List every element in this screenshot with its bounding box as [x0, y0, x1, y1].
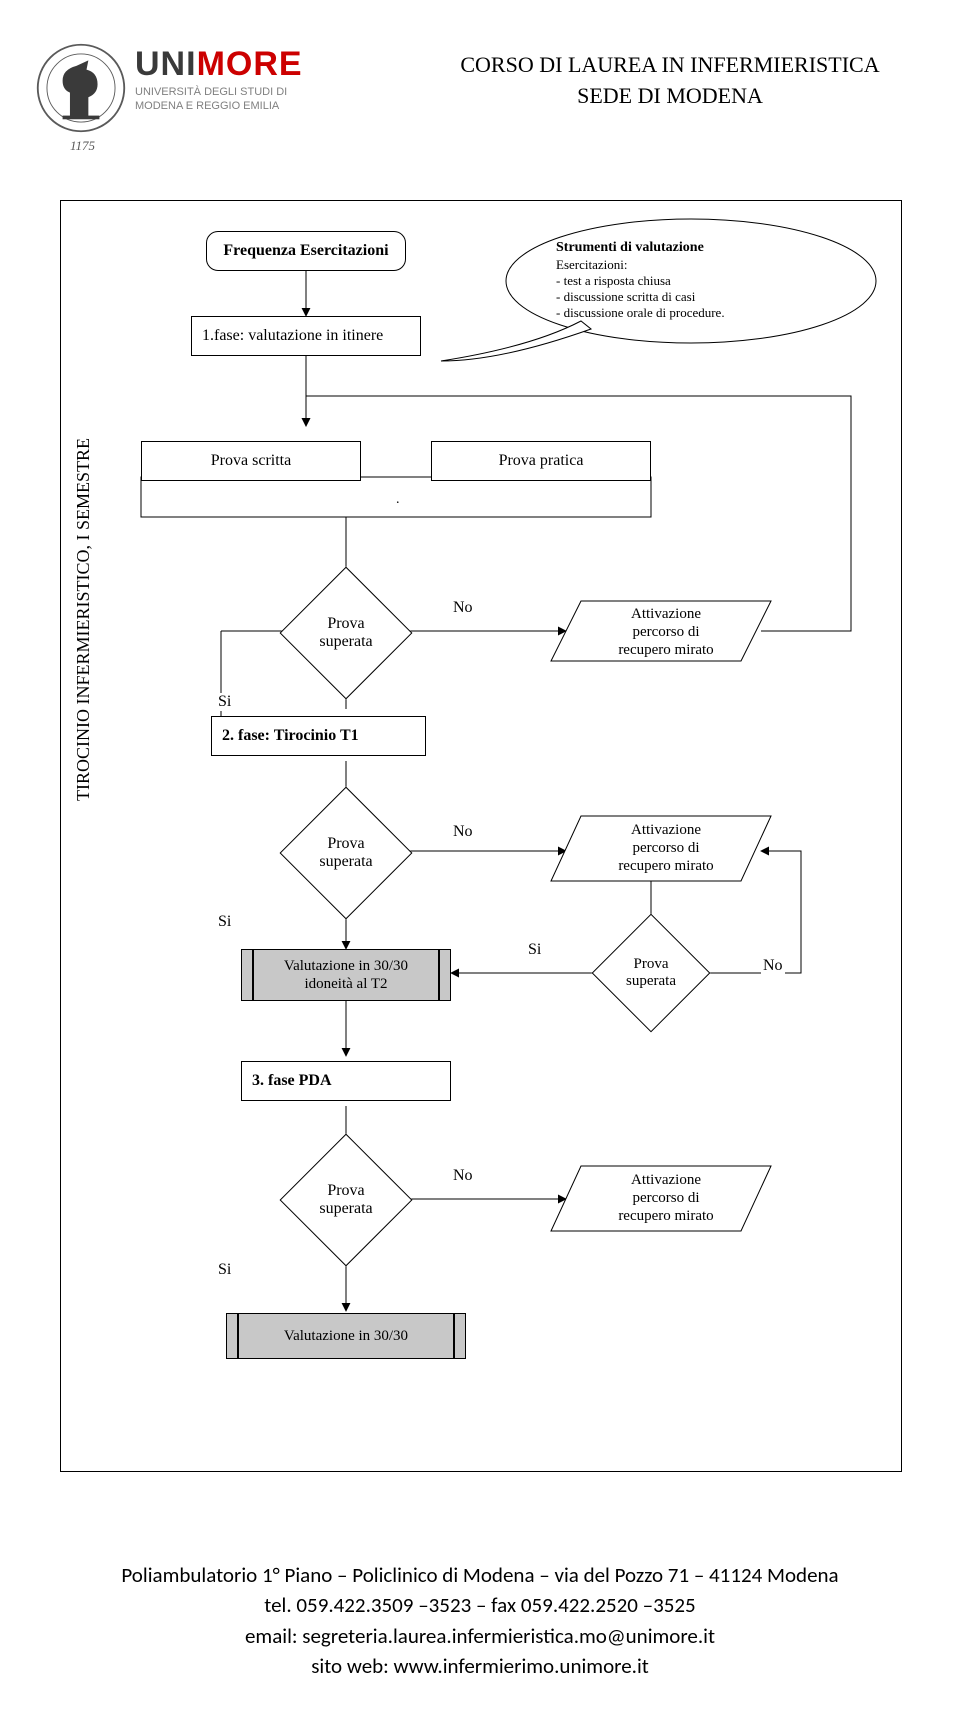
- decision-3: Prova superata: [609, 931, 693, 1015]
- decision-4-text: Prova superata: [319, 1182, 372, 1219]
- node-frequenza: Frequenza Esercitazioni: [206, 231, 406, 271]
- edge-si-3: Si: [526, 941, 543, 959]
- attivazione-2: Attivazione percorso di recupero mirato: [586, 821, 746, 875]
- title-line-2: SEDE DI MODENA: [577, 83, 763, 108]
- page-footer: Poliambulatorio 1° Piano – Policlinico d…: [0, 1560, 960, 1682]
- footer-l4: sito web: www.infermierimo.unimore.it: [0, 1651, 960, 1681]
- prova-pratica-text: Prova pratica: [499, 452, 584, 470]
- page-header: 1175 UNIMORE UNIVERSITÀ DEGLI STUDI DI M…: [0, 20, 960, 180]
- node-frequenza-text: Frequenza Esercitazioni: [223, 242, 388, 260]
- node-strumenti: Strumenti di valutazione Esercitazioni: …: [556, 239, 826, 322]
- fase3-text: 3. fase PDA: [252, 1072, 332, 1090]
- logo-text: UNIMORE: [135, 45, 303, 84]
- edge-si-4: Si: [216, 1261, 233, 1279]
- edge-no-4: No: [451, 1167, 475, 1185]
- edge-no-2: No: [451, 823, 475, 841]
- node-valut-30: Valutazione in 30/30: [226, 1313, 466, 1359]
- node-prova-scritta: Prova scritta: [141, 441, 361, 481]
- logo-uni: UNI: [135, 45, 197, 83]
- strumenti-title: Strumenti di valutazione: [556, 239, 826, 257]
- edge-si-1: Si: [216, 693, 233, 711]
- decision-1: Prova superata: [299, 586, 393, 680]
- svg-text:.: .: [396, 492, 400, 507]
- node-fase2: 2. fase: Tirocinio T1: [211, 716, 426, 756]
- decision-1-text: Prova superata: [319, 615, 372, 652]
- fase1-text: 1.fase: valutazione in itinere: [202, 327, 383, 345]
- node-prova-pratica: Prova pratica: [431, 441, 651, 481]
- prova-scritta-text: Prova scritta: [211, 452, 291, 470]
- university-seal-icon: [35, 42, 127, 134]
- page-title: CORSO DI LAUREA IN INFERMIERISTICA SEDE …: [440, 50, 900, 112]
- flow-arrows: .: [61, 201, 901, 1471]
- fase2-text: 2. fase: Tirocinio T1: [222, 727, 359, 745]
- attivazione-3: Attivazione percorso di recupero mirato: [586, 1171, 746, 1225]
- footer-l3: email: segreteria.laurea.infermieristica…: [0, 1621, 960, 1651]
- attivazione-1: Attivazione percorso di recupero mirato: [586, 605, 746, 659]
- decision-2-text: Prova superata: [319, 835, 372, 872]
- decision-2: Prova superata: [299, 806, 393, 900]
- footer-l2: tel. 059.422.3509 –3523 – fax 059.422.25…: [0, 1590, 960, 1620]
- logo-block: UNIMORE UNIVERSITÀ DEGLI STUDI DI MODENA…: [135, 45, 303, 114]
- logo-subtitle: UNIVERSITÀ DEGLI STUDI DI MODENA E REGGI…: [135, 86, 303, 114]
- edge-si-2: Si: [216, 913, 233, 931]
- flowchart-frame: TIROCINIO INFERMIERISTICO, I SEMESTRE: [60, 200, 902, 1472]
- node-valut-t2: Valutazione in 30/30 idoneità al T2: [241, 949, 451, 1001]
- logo-sub-1: UNIVERSITÀ DEGLI STUDI DI: [135, 86, 287, 98]
- strumenti-body: Esercitazioni: - test a risposta chiusa …: [556, 257, 826, 322]
- seal-year: 1175: [70, 138, 95, 154]
- title-line-1: CORSO DI LAUREA IN INFERMIERISTICA: [460, 52, 879, 77]
- node-fase1: 1.fase: valutazione in itinere: [191, 316, 421, 356]
- decision-4: Prova superata: [299, 1153, 393, 1247]
- logo-sub-2: MODENA E REGGIO EMILIA: [135, 100, 279, 112]
- edge-no-3: No: [761, 957, 785, 975]
- footer-l1: Poliambulatorio 1° Piano – Policlinico d…: [0, 1560, 960, 1590]
- logo-more: MORE: [197, 45, 303, 83]
- page-root: 1175 UNIMORE UNIVERSITÀ DEGLI STUDI DI M…: [0, 0, 960, 1715]
- edge-no-1: No: [451, 599, 475, 617]
- decision-3-text: Prova superata: [626, 956, 676, 991]
- node-fase3: 3. fase PDA: [241, 1061, 451, 1101]
